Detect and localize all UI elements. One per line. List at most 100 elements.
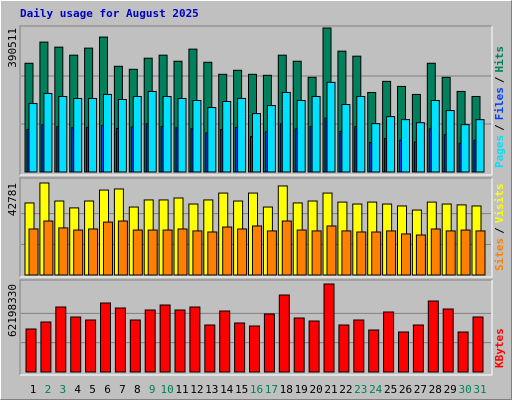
panel-bevel [19,279,492,375]
legend-separator: / [493,227,506,234]
x-tick-label: 21 [324,383,337,396]
x-tick-label: 29 [444,383,457,396]
legend: Sites / Visits [493,184,506,272]
bar [266,105,276,173]
bar [234,322,246,373]
bar [174,309,186,373]
y-tick-label: 62198330 [6,284,19,337]
x-tick-label: 19 [295,383,308,396]
panel-bevel [20,26,493,176]
bar [144,309,156,373]
bar [43,220,54,276]
bar [147,229,158,276]
panel-bevel [20,280,493,376]
bar [338,324,350,373]
bar [371,231,382,276]
bar [460,124,470,173]
x-tick-label: 23 [354,383,367,396]
bar [368,329,380,373]
x-tick-label: 16 [250,383,263,396]
legend-entry: Visits [493,184,506,224]
panel-bevel [19,177,492,277]
x-tick-label: 7 [119,383,126,396]
bar [249,325,260,373]
x-tick-label: 27 [414,383,427,396]
bar [341,104,351,173]
x-tick-label: 30 [458,383,471,396]
bar [427,300,439,373]
bar [25,328,37,373]
bar [88,228,99,276]
x-tick-label: 9 [149,383,156,396]
bar [412,324,424,373]
bar [40,321,52,373]
bar [383,311,395,373]
x-tick-label: 8 [134,383,141,396]
x-tick-label: 26 [399,383,412,396]
bar [293,317,305,373]
legend-entry: Pages [493,135,506,168]
bar [73,229,84,276]
legend: Pages / Files / Hits [493,46,506,168]
x-tick-label: 25 [384,383,397,396]
x-tick-label: 15 [235,383,248,396]
bar [237,228,248,276]
bar [281,220,292,276]
bar [445,110,455,173]
x-tick-label: 11 [175,383,188,396]
bar [28,103,38,173]
bar [132,95,142,173]
bar [445,230,456,276]
chart-title: Daily usage for August 2025 [20,7,199,20]
bar [326,225,337,276]
x-tick-label: 12 [190,383,203,396]
bar [132,229,143,276]
bar [263,313,275,373]
bar [401,233,411,276]
bar [147,90,157,173]
bar [430,99,440,173]
bar [129,319,141,373]
bar [415,234,426,276]
bar [415,122,425,173]
bar [55,306,67,373]
x-tick-label: 18 [280,383,293,396]
bar [117,220,128,276]
legend: KBytes [493,328,506,368]
bar [386,230,397,276]
bar [162,95,172,173]
legend-separator: / [493,124,506,131]
bar [100,302,111,373]
bar [472,316,484,373]
bar [278,294,290,373]
bar [341,230,352,276]
bar [308,320,320,373]
panel-bevel [20,178,493,278]
bar [356,95,366,173]
bar [281,91,291,173]
x-tick-label: 2 [45,383,52,396]
bar [70,316,82,373]
bar [219,310,231,373]
bar [43,92,53,173]
bar [386,116,396,173]
bar [222,100,232,173]
x-tick-label: 6 [104,383,111,396]
x-tick-label: 31 [473,383,486,396]
x-tick-label: 5 [89,383,96,396]
bar [237,97,247,173]
bar [177,228,188,276]
bar [266,230,277,276]
panel-bevel [19,25,492,175]
bar [475,119,485,173]
bar [442,308,454,373]
bar [296,99,306,173]
x-tick-label: 13 [205,383,218,396]
bar [323,283,335,373]
bar [222,226,233,276]
bar [207,107,217,173]
bar [460,229,471,276]
bar [162,229,173,276]
